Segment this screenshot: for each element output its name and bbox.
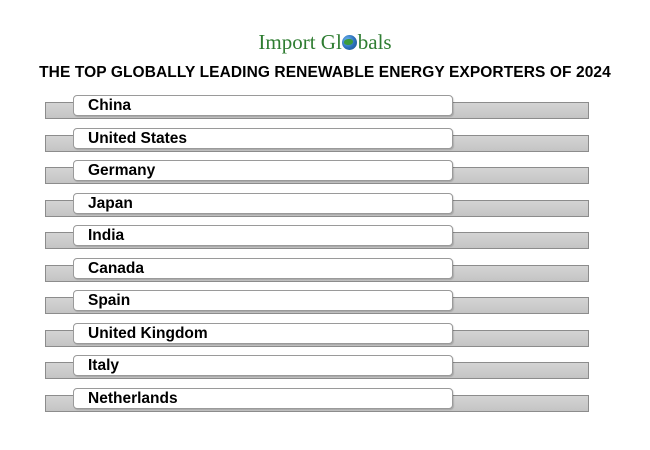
list-item: Japan <box>45 192 591 226</box>
country-label: Netherlands <box>88 389 178 407</box>
list-item: Italy <box>45 355 591 388</box>
country-label: Japan <box>88 194 133 212</box>
list-item-pill: China <box>73 95 453 116</box>
list-item: Netherlands <box>45 387 591 421</box>
list-item: United Kingdom <box>45 322 591 356</box>
country-list: China United States Germany Japan India Canad… <box>45 95 591 420</box>
page-title: THE TOP GLOBALLY LEADING RENEWABLE ENERG… <box>39 64 611 81</box>
list-item-pill: Germany <box>73 160 453 181</box>
list-item: Spain <box>45 290 591 323</box>
country-label: Italy <box>88 357 120 374</box>
country-label: United States <box>88 129 188 147</box>
list-item-pill: United States <box>73 127 453 149</box>
list-item: Germany <box>45 160 591 193</box>
list-item-pill: India <box>73 225 453 246</box>
list-item-pill: Canada <box>73 257 453 279</box>
list-item: China <box>45 95 591 128</box>
list-item-pill: Japan <box>73 192 453 214</box>
list-item-pill: Italy <box>73 355 453 376</box>
list-item-pill: United Kingdom <box>73 322 453 344</box>
country-label: United Kingdom <box>88 324 208 342</box>
globe-icon <box>342 35 358 50</box>
brand-logo: Import Gl bals <box>0 30 650 54</box>
list-item-pill: Netherlands <box>73 387 453 409</box>
logo-text-start: Import Gl <box>258 30 342 54</box>
list-item-pill: Spain <box>73 290 453 311</box>
logo-text-end: bals <box>357 30 392 54</box>
list-item: United States <box>45 127 591 161</box>
list-item: India <box>45 225 591 258</box>
list-item: Canada <box>45 257 591 291</box>
country-label: Spain <box>88 292 131 309</box>
country-label: Canada <box>88 259 144 277</box>
country-label: India <box>88 227 125 244</box>
country-label: China <box>88 97 132 114</box>
country-label: Germany <box>88 162 156 179</box>
